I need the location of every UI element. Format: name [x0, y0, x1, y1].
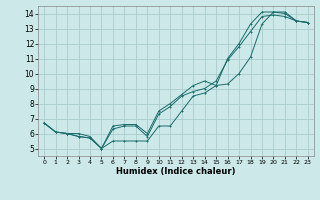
- X-axis label: Humidex (Indice chaleur): Humidex (Indice chaleur): [116, 167, 236, 176]
